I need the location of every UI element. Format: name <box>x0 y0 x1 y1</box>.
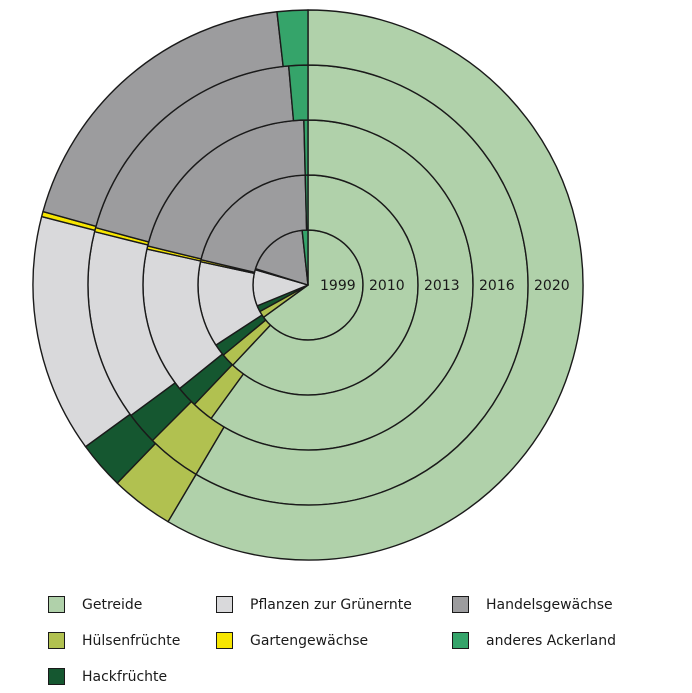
legend-swatch-handelsgewaechse <box>452 596 469 613</box>
legend-label-handelsgewaechse: Handelsgewächse <box>486 596 613 613</box>
segment-2020-anderes-ackerland <box>276 9 309 68</box>
legend-label-pflanzen-zur-gruenernte: Pflanzen zur Grünernte <box>250 596 412 613</box>
ring-label-2010: 2010 <box>369 278 405 294</box>
legend-item-pflanzen-zur-gruenernte: Pflanzen zur Grünernte <box>216 596 412 613</box>
legend-swatch-pflanzen-zur-gruenernte <box>216 596 233 613</box>
legend-item-gartengewaechse: Gartengewächse <box>216 632 368 649</box>
ring-labels: 1999 2010 2013 2016 2020 <box>320 278 570 294</box>
chart-segments <box>32 9 584 561</box>
legend-item-huelsenfruechte: Hülsenfrüchte <box>48 632 180 649</box>
ring-label-2013: 2013 <box>424 278 460 294</box>
legend-swatch-gartengewaechse <box>216 632 233 649</box>
legend-swatch-anderes-ackerland <box>452 632 469 649</box>
legend-label-getreide: Getreide <box>82 596 143 613</box>
legend-label-anderes-ackerland: anderes Ackerland <box>486 632 616 649</box>
segment-2020-getreide <box>167 9 584 561</box>
ring-label-2020: 2020 <box>534 278 570 294</box>
legend-label-gartengewaechse: Gartengewächse <box>250 632 369 649</box>
legend-item-anderes-ackerland: anderes Ackerland <box>452 632 616 649</box>
segment-2013-anderes-ackerland <box>303 119 309 176</box>
legend-label-huelsenfruechte: Hülsenfrüchte <box>82 632 181 649</box>
legend-swatch-hackfruechte <box>48 668 65 685</box>
legend-item-hackfruechte: Hackfrüchte <box>48 668 167 685</box>
legend-label-hackfruechte: Hackfrüchte <box>82 668 168 685</box>
legend-item-handelsgewaechse: Handelsgewächse <box>452 596 613 613</box>
ring-label-1999: 1999 <box>320 278 356 294</box>
legend-item-getreide: Getreide <box>48 596 142 613</box>
legend-swatch-huelsenfruechte <box>48 632 65 649</box>
legend-swatch-getreide <box>48 596 65 613</box>
ring-label-2016: 2016 <box>479 278 515 294</box>
